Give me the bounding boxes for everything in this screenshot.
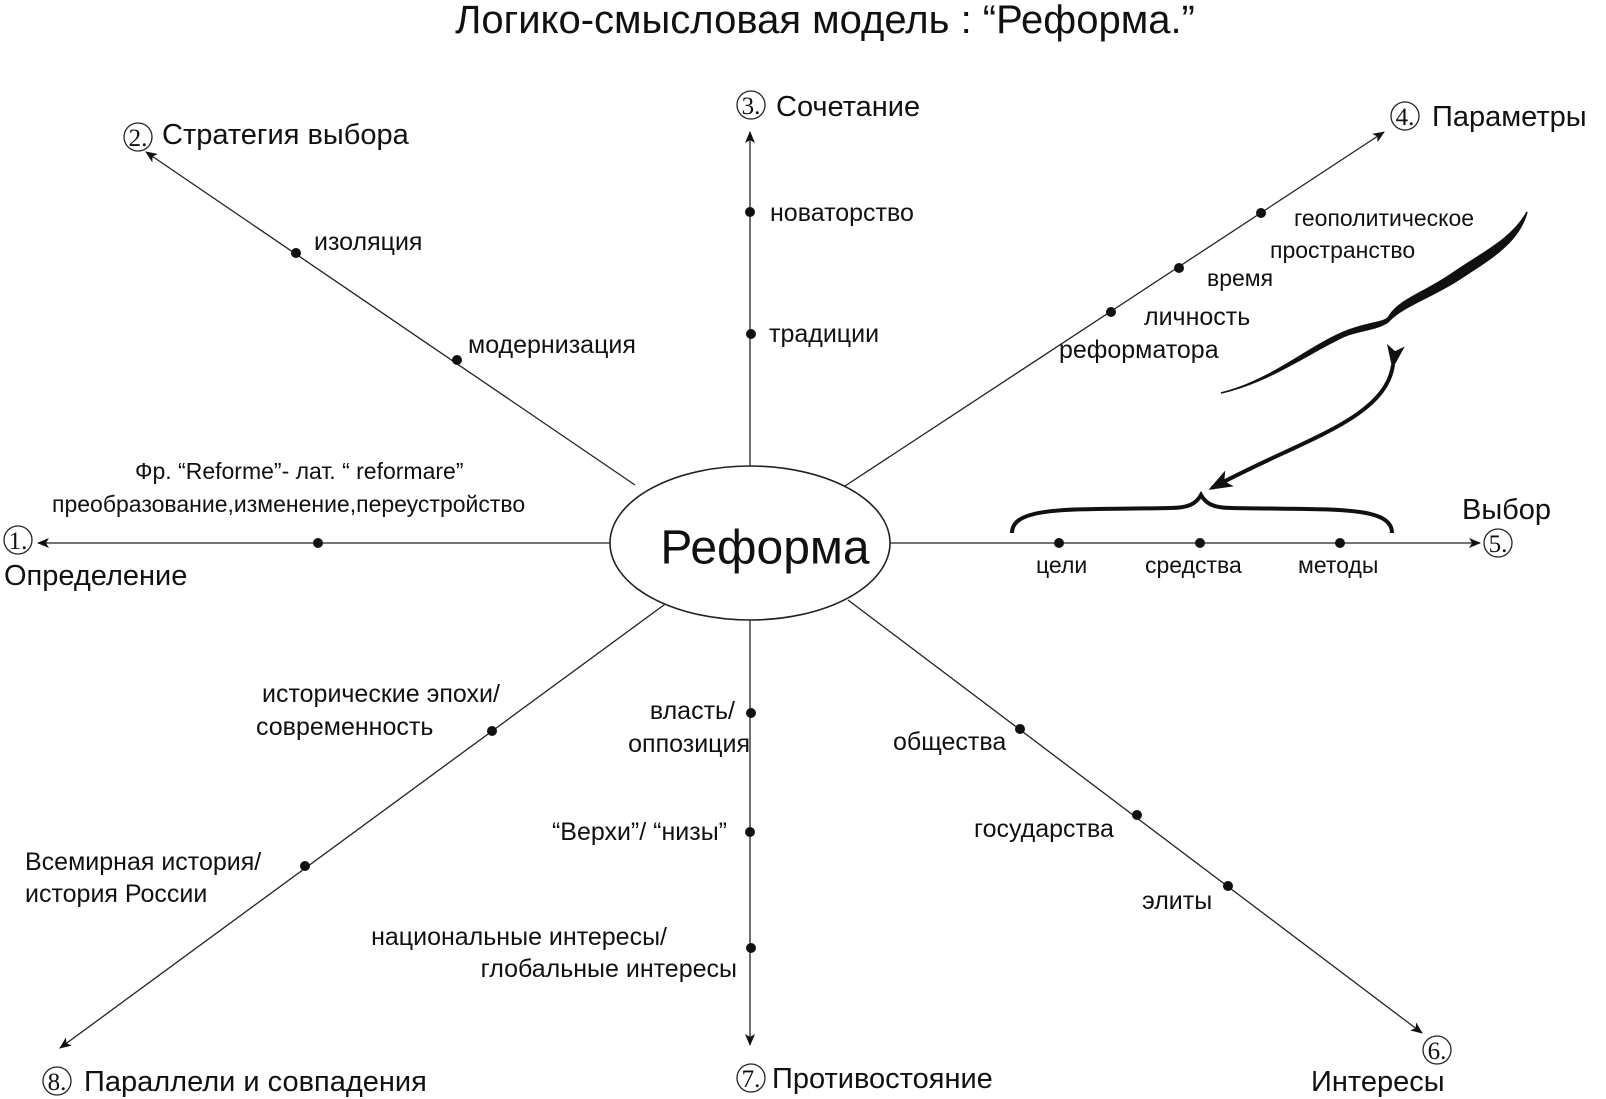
node-methods: методы: [1298, 552, 1378, 578]
num-2: 2.: [129, 125, 148, 152]
num-7: 7.: [742, 1066, 761, 1093]
node-societies: общества: [893, 728, 1006, 756]
num-4: 4.: [1396, 104, 1415, 131]
node-personality-line2: реформатора: [1059, 336, 1219, 364]
node-elites: элиты: [1142, 887, 1212, 915]
node-geopolitical-line2: пространство: [1270, 237, 1415, 263]
num-3: 3.: [742, 93, 761, 120]
axis-label-interests: Интересы: [1311, 1066, 1445, 1098]
node-geopolitical-line1: геополитическое: [1294, 205, 1474, 231]
node-isolation: изоляция: [314, 228, 422, 256]
node-modernization: модернизация: [468, 331, 636, 359]
spoke-strategy: [145, 151, 636, 486]
node-top-bottom: “Верхи”/ “низы”: [552, 818, 727, 846]
num-1: 1.: [9, 528, 28, 555]
node-world-history-line2: история России: [25, 880, 207, 908]
axis-label-strategy: Стратегия выбора: [162, 119, 410, 151]
center-node: [609, 465, 891, 621]
axis-label-choice: Выбор: [1462, 494, 1551, 526]
node-epochs-line2: современность: [256, 713, 433, 741]
node-time: время: [1207, 265, 1273, 291]
axis-label-parallels: Параллели и совпадения: [84, 1066, 427, 1098]
parameters-brace: [1220, 211, 1528, 394]
center-label: Реформа: [660, 522, 869, 575]
node-world-history-line1: Всемирная история/: [25, 848, 261, 876]
node-means: средства: [1145, 552, 1242, 578]
node-etymology: Фр. “Reforme”- лат. “ reformare”: [135, 458, 464, 484]
node-goals: цели: [1036, 552, 1087, 578]
number-circles: [3, 90, 1513, 1096]
diagram-title: Логико-смысловая модель : “Реформа.”: [455, 0, 1195, 42]
node-power-line1: власть/: [650, 697, 735, 725]
num-6: 6.: [1428, 1038, 1447, 1065]
choice-parameters-arrow: [1208, 343, 1405, 490]
node-personality-line1: личность: [1144, 303, 1250, 331]
node-states: государства: [974, 815, 1114, 843]
num-8: 8.: [48, 1069, 67, 1096]
axis-label-definition: Определение: [4, 560, 187, 592]
choice-brace: [1010, 490, 1394, 534]
node-epochs-line1: исторические эпохи/: [262, 680, 500, 708]
node-innovation: новаторство: [770, 199, 914, 227]
node-national-line1: национальные интересы/: [371, 923, 667, 951]
node-national-line2: глобальные интересы: [481, 955, 737, 983]
axis-label-combination: Сочетание: [776, 91, 920, 123]
node-traditions: традиции: [769, 320, 879, 348]
num-5: 5.: [1489, 531, 1508, 558]
axis-label-confrontation: Противостояние: [772, 1063, 993, 1095]
node-dots: [291, 207, 1345, 953]
axis-label-parameters: Параметры: [1432, 101, 1587, 133]
node-meaning: преобразование,изменение,переустройство: [52, 491, 525, 517]
node-power-line2: оппозиция: [628, 730, 750, 758]
spoke-parallels: [59, 601, 669, 1049]
